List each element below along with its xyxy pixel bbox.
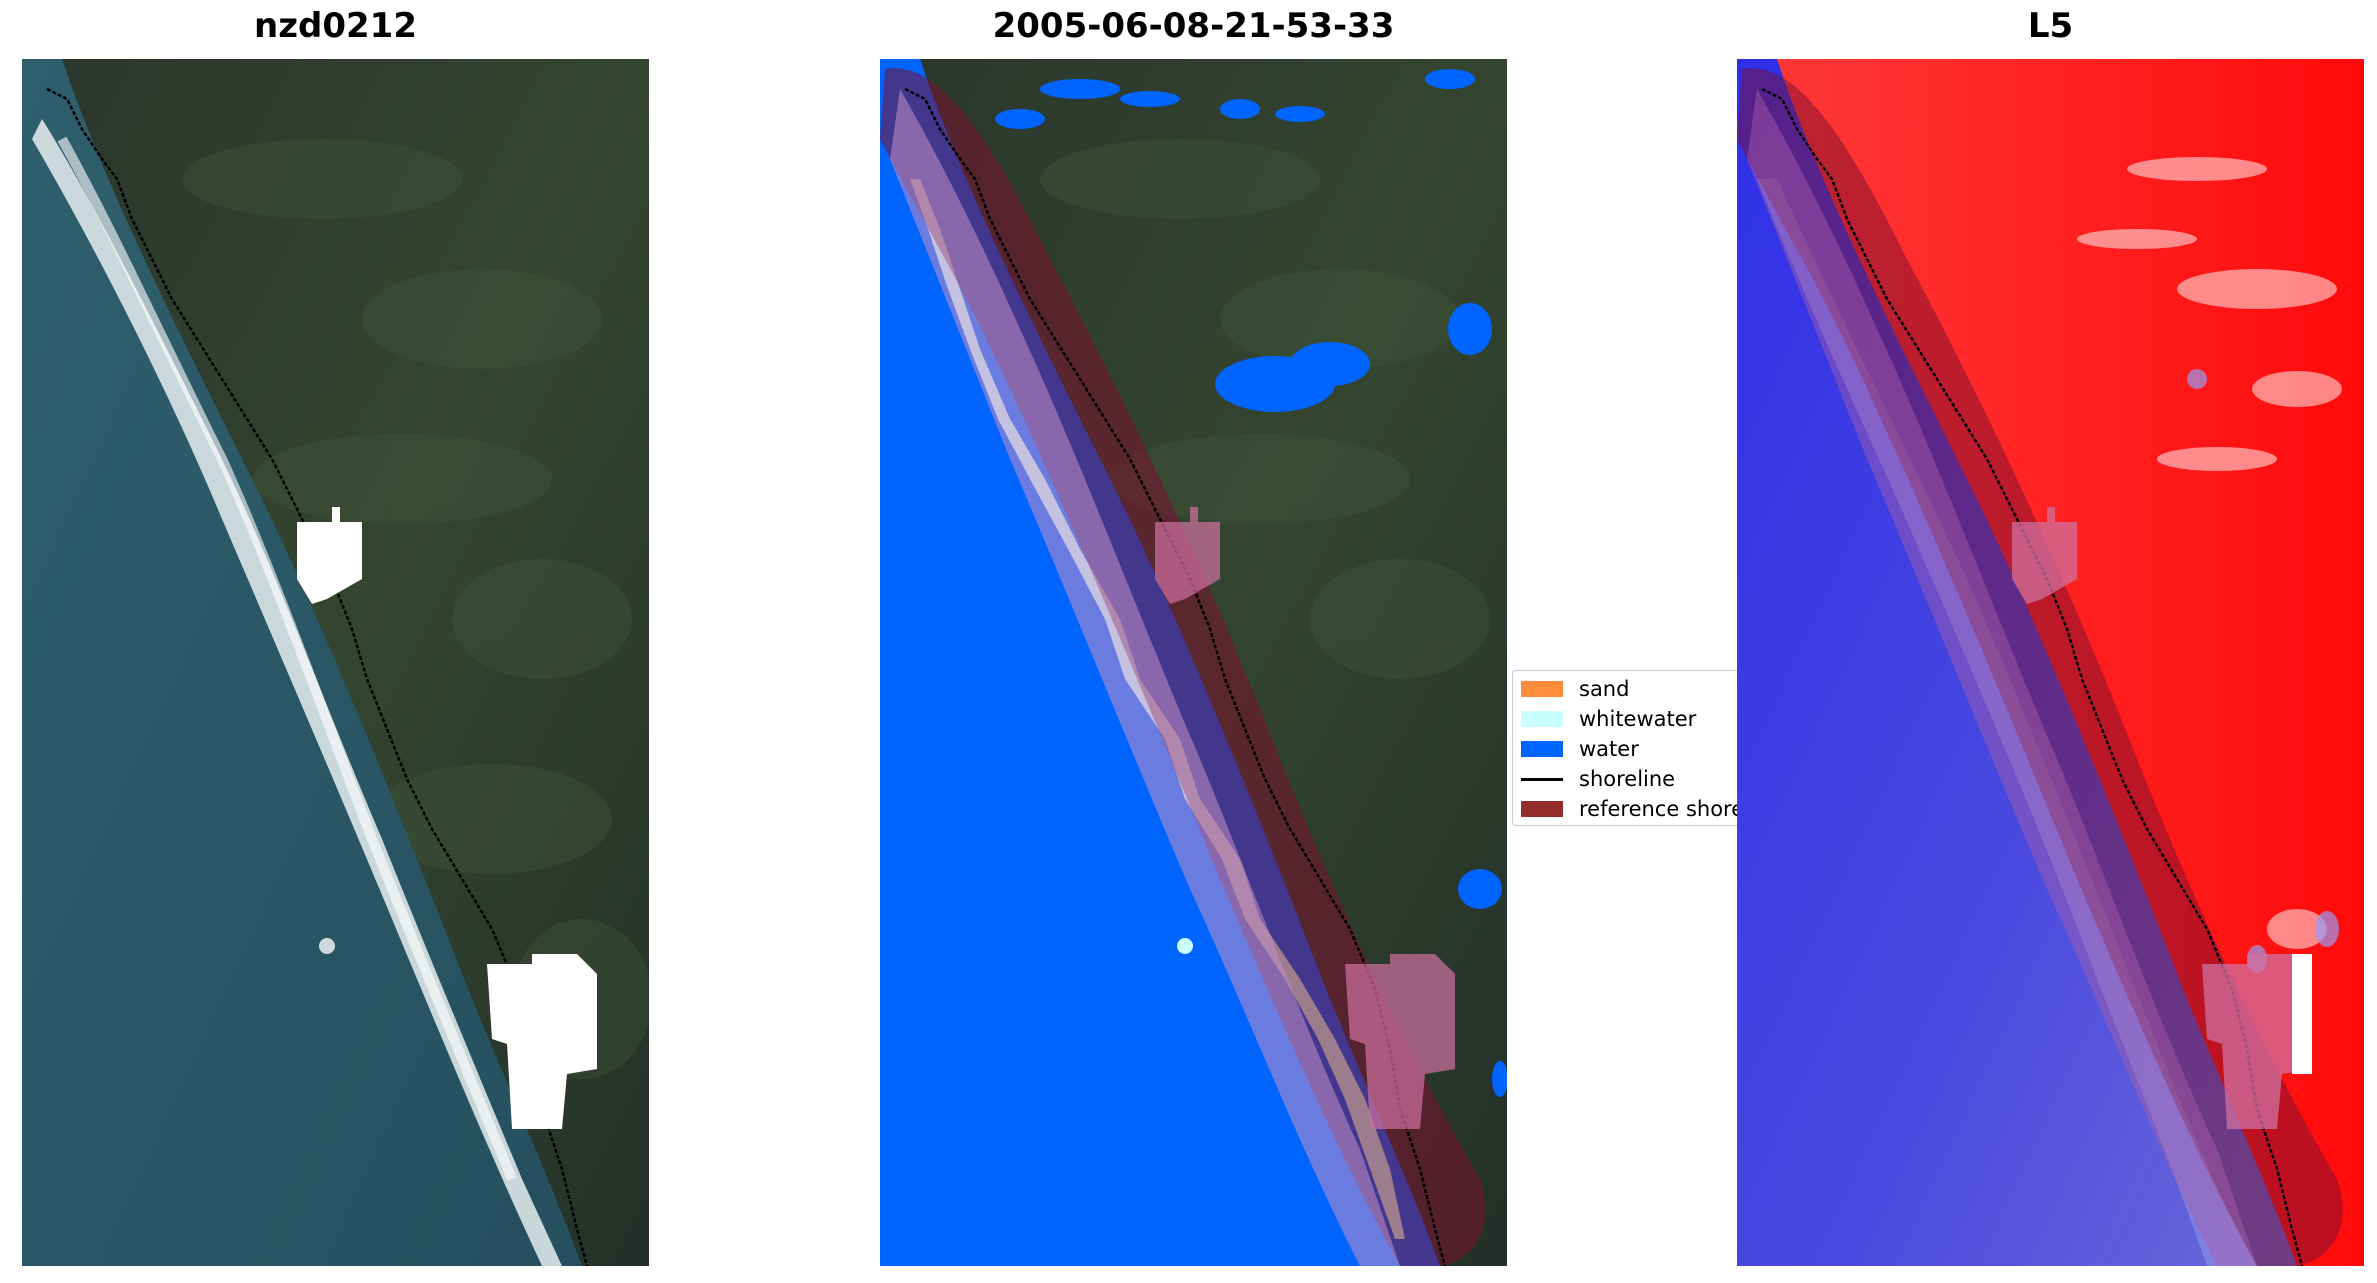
buffer-inner-overlay xyxy=(1747,89,2257,1266)
legend-label: shoreline xyxy=(1579,767,1676,791)
index-bright-patches xyxy=(2077,157,2342,949)
rgb-image-panel xyxy=(22,59,649,1266)
rgb-image xyxy=(22,59,649,1266)
panel-title-classified: 2005-06-08-21-53-33 xyxy=(992,6,1395,46)
sand-swatch xyxy=(1521,681,1563,697)
legend-item-reference-shoreline: reference shoreline buffer xyxy=(1521,797,1739,821)
legend-item-whitewater: whitewater xyxy=(1521,707,1696,731)
panel-title-index: L5 xyxy=(2027,6,2074,46)
panel-title-rgb: nzd0212 xyxy=(254,6,417,46)
legend-label: water xyxy=(1579,737,1639,761)
shoreline-swatch xyxy=(1521,777,1563,781)
cloud-mask-patch xyxy=(297,507,362,604)
legend-label: sand xyxy=(1579,677,1630,701)
whitewater-swatch xyxy=(1521,711,1563,727)
cloud-mask-patch xyxy=(2202,954,2312,1129)
reference-shoreline-buffer xyxy=(1737,68,2343,1266)
legend-label: reference shoreline buffer xyxy=(1579,797,1739,821)
classified-image-panel xyxy=(880,59,1507,1266)
inland-water-patches xyxy=(995,69,1507,1097)
legend-label: whitewater xyxy=(1579,707,1697,731)
cloud-mask-patch xyxy=(1345,954,1455,1129)
legend-item-sand: sand xyxy=(1521,677,1629,701)
legend: sand whitewater water shoreline referenc… xyxy=(1512,670,1740,826)
legend-item-water: water xyxy=(1521,737,1639,761)
cloud-mask-patch xyxy=(1155,507,1220,604)
classified-image xyxy=(880,59,1507,1266)
index-image xyxy=(1737,59,2364,1266)
cloud-mask-patch xyxy=(2012,507,2077,604)
reference-shoreline-swatch xyxy=(1521,801,1563,817)
index-image-panel xyxy=(1737,59,2364,1266)
buffer-inner-overlay xyxy=(890,89,1400,1266)
water-swatch xyxy=(1521,741,1563,757)
legend-item-shoreline: shoreline xyxy=(1521,767,1675,791)
cloud-mask-patch xyxy=(487,954,597,1129)
